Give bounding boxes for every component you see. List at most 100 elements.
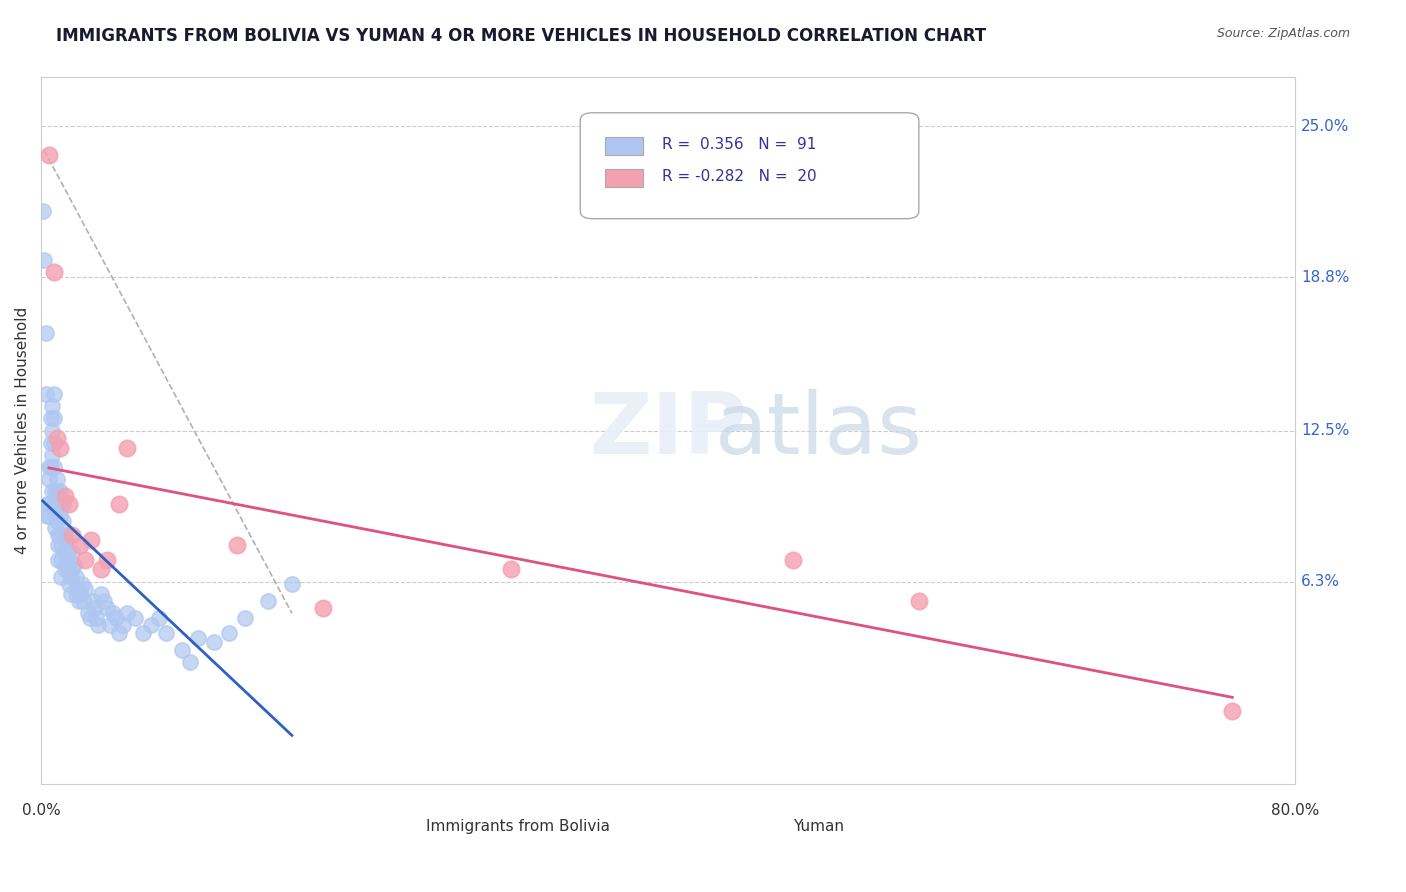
Point <box>51 552 73 566</box>
Point <box>62 545 84 559</box>
Point <box>187 631 209 645</box>
Point <box>59 570 82 584</box>
Point <box>1220 704 1243 718</box>
Point <box>56 545 79 559</box>
FancyBboxPatch shape <box>606 137 643 155</box>
Point <box>49 484 72 499</box>
Point <box>42 387 65 401</box>
Point <box>281 577 304 591</box>
Point <box>38 497 60 511</box>
Point <box>80 533 103 548</box>
Point <box>41 399 63 413</box>
Point <box>41 424 63 438</box>
Point <box>69 587 91 601</box>
Point <box>42 435 65 450</box>
Point <box>117 606 139 620</box>
Point <box>96 601 118 615</box>
Point <box>52 497 75 511</box>
Point <box>72 594 94 608</box>
Point <box>63 558 86 572</box>
Point <box>226 538 249 552</box>
Point <box>45 497 67 511</box>
Point <box>51 538 73 552</box>
Point <box>98 618 121 632</box>
Point <box>59 587 82 601</box>
Point <box>172 642 194 657</box>
Point <box>179 655 201 669</box>
Point <box>42 265 65 279</box>
Point <box>148 611 170 625</box>
Point <box>96 552 118 566</box>
Point <box>48 538 70 552</box>
Text: 6.3%: 6.3% <box>1302 574 1340 589</box>
Point <box>53 489 76 503</box>
Point <box>73 582 96 596</box>
Point <box>908 594 931 608</box>
Point <box>77 606 100 620</box>
Point <box>65 587 87 601</box>
Point <box>31 204 53 219</box>
Point <box>38 472 60 486</box>
Point <box>49 508 72 523</box>
Point <box>55 552 77 566</box>
Point <box>90 562 112 576</box>
Point <box>155 625 177 640</box>
Point <box>53 545 76 559</box>
Point <box>44 521 66 535</box>
Text: 12.5%: 12.5% <box>1302 423 1350 438</box>
Text: IMMIGRANTS FROM BOLIVIA VS YUMAN 4 OR MORE VEHICLES IN HOUSEHOLD CORRELATION CHA: IMMIGRANTS FROM BOLIVIA VS YUMAN 4 OR MO… <box>56 27 987 45</box>
Text: Immigrants from Bolivia: Immigrants from Bolivia <box>426 819 610 833</box>
Point <box>49 497 72 511</box>
Point <box>108 625 131 640</box>
Point <box>38 148 60 162</box>
Point <box>56 562 79 576</box>
Point <box>58 558 80 572</box>
Text: R = -0.282   N =  20: R = -0.282 N = 20 <box>662 169 817 184</box>
Point <box>51 570 73 584</box>
FancyBboxPatch shape <box>606 169 643 187</box>
Point <box>32 253 55 268</box>
Point <box>45 484 67 499</box>
Point <box>35 326 58 340</box>
Point <box>38 508 60 523</box>
Point <box>66 582 89 596</box>
Point <box>257 594 280 608</box>
FancyBboxPatch shape <box>581 112 920 219</box>
Point <box>44 497 66 511</box>
Point <box>93 594 115 608</box>
Point <box>41 448 63 462</box>
Point <box>35 387 58 401</box>
Point <box>70 577 93 591</box>
Text: 0.0%: 0.0% <box>21 803 60 818</box>
Point <box>44 508 66 523</box>
Point <box>37 497 59 511</box>
Point <box>312 601 335 615</box>
Point <box>49 528 72 542</box>
Point <box>39 435 62 450</box>
Point <box>202 635 225 649</box>
Point <box>105 611 128 625</box>
Point <box>45 472 67 486</box>
Text: ZIP: ZIP <box>589 389 747 472</box>
Point <box>39 460 62 475</box>
Point <box>108 497 131 511</box>
Text: Yuman: Yuman <box>793 819 844 833</box>
Point <box>39 411 62 425</box>
Point <box>53 562 76 576</box>
Point <box>45 431 67 445</box>
Text: 80.0%: 80.0% <box>1271 803 1319 818</box>
Text: 25.0%: 25.0% <box>1302 119 1350 134</box>
Point <box>233 611 256 625</box>
Text: 18.8%: 18.8% <box>1302 269 1350 285</box>
Text: atlas: atlas <box>714 389 922 472</box>
Point <box>48 528 70 542</box>
Point <box>103 606 125 620</box>
Point <box>53 528 76 542</box>
Point <box>42 460 65 475</box>
Point <box>45 514 67 528</box>
Point <box>124 611 146 625</box>
Point <box>90 587 112 601</box>
Point <box>58 497 80 511</box>
Circle shape <box>339 818 370 835</box>
Point <box>62 528 84 542</box>
